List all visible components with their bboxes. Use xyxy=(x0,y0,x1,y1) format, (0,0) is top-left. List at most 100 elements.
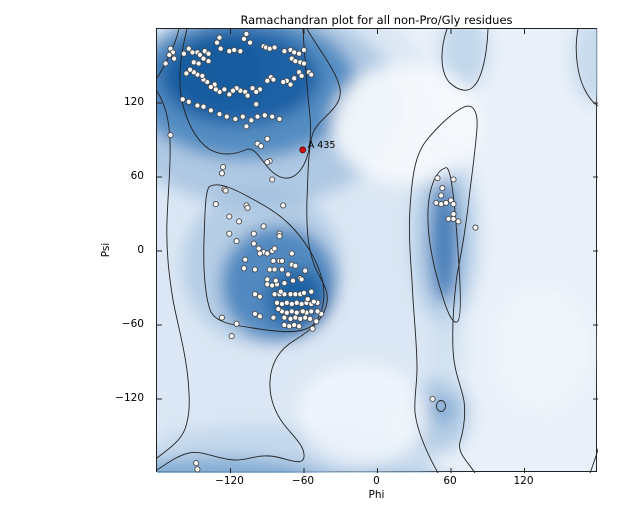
residue-point xyxy=(286,323,293,330)
residue-point xyxy=(250,230,257,237)
residue-point xyxy=(221,86,228,93)
residue-point xyxy=(183,70,190,77)
residue-point xyxy=(195,60,202,67)
y-tick-label: 0 xyxy=(137,244,144,256)
y-tick-label: −120 xyxy=(115,392,144,404)
density-right-waist xyxy=(431,299,463,399)
residue-point xyxy=(244,92,251,99)
residue-point xyxy=(269,113,276,120)
x-tick-label: 60 xyxy=(443,475,457,487)
residue-point xyxy=(226,230,233,237)
residue-point xyxy=(236,218,243,225)
residue-point xyxy=(264,159,271,166)
residue-point xyxy=(293,309,300,316)
residue-point xyxy=(276,115,283,123)
residue-point xyxy=(296,50,303,57)
x-axis-label: Phi xyxy=(368,489,385,501)
residue-point xyxy=(278,257,286,264)
residue-point xyxy=(280,202,287,209)
residue-point xyxy=(281,48,288,55)
y-tick-label: −60 xyxy=(121,318,144,330)
residue-point xyxy=(244,204,251,211)
residue-point xyxy=(264,276,271,283)
residue-point xyxy=(223,113,230,120)
residue-point xyxy=(429,395,436,403)
residue-point xyxy=(228,333,235,340)
residue-point xyxy=(292,262,299,269)
pale-patch-center xyxy=(332,64,482,184)
residue-point xyxy=(281,314,288,321)
residue-point xyxy=(218,170,225,177)
residue-point xyxy=(281,321,288,329)
residue-point xyxy=(271,44,278,51)
residue-point xyxy=(291,321,298,329)
residue-point xyxy=(251,291,259,298)
residue-point xyxy=(199,72,206,79)
residue-point xyxy=(250,240,257,247)
residue-point xyxy=(438,201,445,208)
residue-point xyxy=(213,39,221,46)
x-tick-label: −60 xyxy=(291,475,315,487)
residue-point xyxy=(232,115,239,123)
contour-outer-right xyxy=(409,105,478,473)
residue-point xyxy=(298,72,305,79)
y-axis-label: Psi xyxy=(100,242,112,258)
residue-point xyxy=(233,320,240,327)
residue-point xyxy=(472,224,479,231)
residue-point xyxy=(308,288,315,295)
residue-point xyxy=(292,291,299,298)
y-tick-label: 60 xyxy=(130,170,144,182)
residue-point xyxy=(248,117,255,124)
residue-point xyxy=(292,58,299,65)
residue-point xyxy=(171,55,178,62)
residue-point xyxy=(212,201,219,208)
residue-point xyxy=(258,143,265,150)
residue-point xyxy=(287,81,294,88)
residue-point xyxy=(239,113,246,120)
residue-point xyxy=(302,267,309,274)
residue-point xyxy=(243,30,250,37)
residue-point xyxy=(310,298,317,305)
residue-point xyxy=(300,60,308,67)
residue-point xyxy=(162,60,169,67)
y-tick-label: 120 xyxy=(123,96,144,108)
residue-point xyxy=(439,185,446,192)
residue-point xyxy=(264,135,271,142)
residue-point xyxy=(231,46,238,54)
residue-point xyxy=(218,314,225,321)
residue-point xyxy=(226,91,233,98)
residue-point xyxy=(308,308,315,315)
residue-point xyxy=(433,199,440,206)
tick-marks xyxy=(157,29,598,473)
residue-point xyxy=(283,309,290,316)
residue-point xyxy=(179,96,186,103)
residue-point xyxy=(434,175,441,182)
residue-point xyxy=(270,314,277,321)
residue-point xyxy=(167,132,174,139)
residue-point xyxy=(450,210,457,218)
residue-point xyxy=(185,98,192,105)
residue-point xyxy=(271,291,278,298)
residue-point xyxy=(205,50,212,57)
scatter-points xyxy=(162,30,479,473)
residue-point xyxy=(200,103,207,110)
pale-patch-bottom xyxy=(297,364,427,464)
residue-point xyxy=(299,308,306,315)
residue-point xyxy=(443,199,450,206)
residue-point xyxy=(226,48,233,55)
contour-outer-left-side xyxy=(157,90,190,459)
residue-point xyxy=(314,308,321,315)
residue-point xyxy=(269,176,276,183)
residue-point xyxy=(220,164,227,171)
residue-point xyxy=(287,291,294,298)
residue-point xyxy=(212,86,219,93)
residue-point xyxy=(308,71,315,78)
residue-point xyxy=(266,266,273,273)
residue-point xyxy=(300,289,308,296)
residue-point xyxy=(298,276,305,283)
residue-point xyxy=(285,271,292,278)
residue-point xyxy=(247,39,254,46)
residue-point xyxy=(261,112,268,119)
x-tick-label: 0 xyxy=(373,475,380,487)
